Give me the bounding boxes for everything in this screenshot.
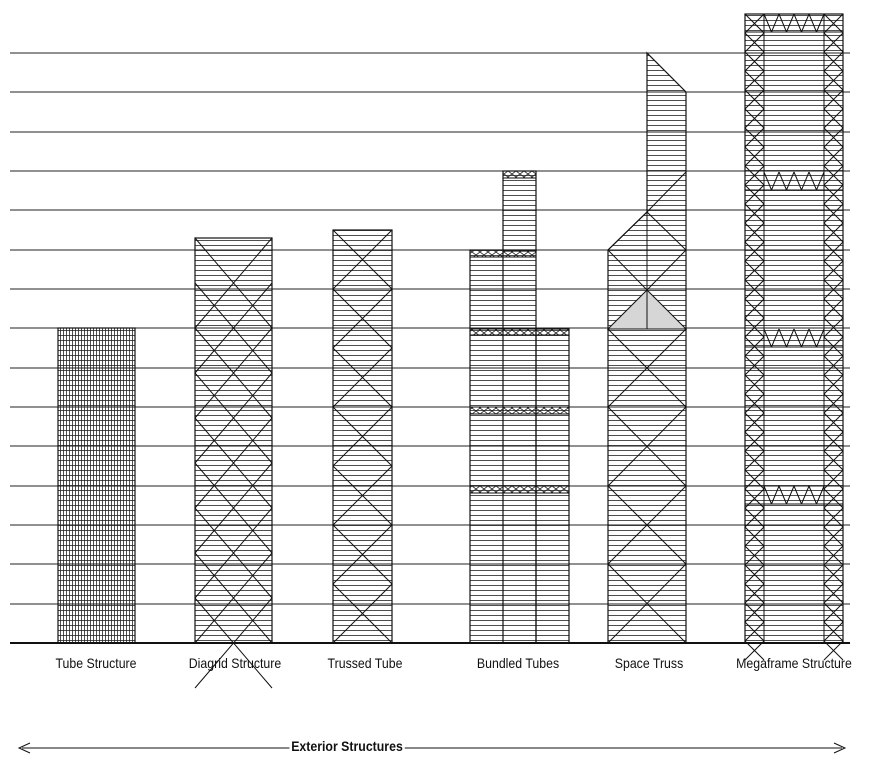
tube-structure-tower — [57, 327, 136, 644]
axis-title: Exterior Structures — [289, 738, 405, 754]
label-diagrid-structure: Diagrid Structure — [188, 655, 282, 671]
megaframe-structure-tower — [744, 13, 844, 661]
trussed-tube-tower — [332, 229, 393, 644]
bundled-tubes-tower — [469, 170, 570, 644]
label-megaframe-structure: Megaframe Structure — [736, 655, 852, 671]
label-bundled-tubes: Bundled Tubes — [476, 655, 560, 671]
label-trussed-tube: Trussed Tube — [327, 655, 403, 671]
space-truss-tower — [606, 51, 688, 644]
label-space-truss: Space Truss — [614, 655, 684, 671]
exterior-structures-arrow — [17, 742, 847, 754]
floor-guide-lines — [10, 52, 850, 644]
label-tube-structure: Tube Structure — [55, 655, 137, 671]
diagrid-structure-tower — [194, 237, 273, 689]
